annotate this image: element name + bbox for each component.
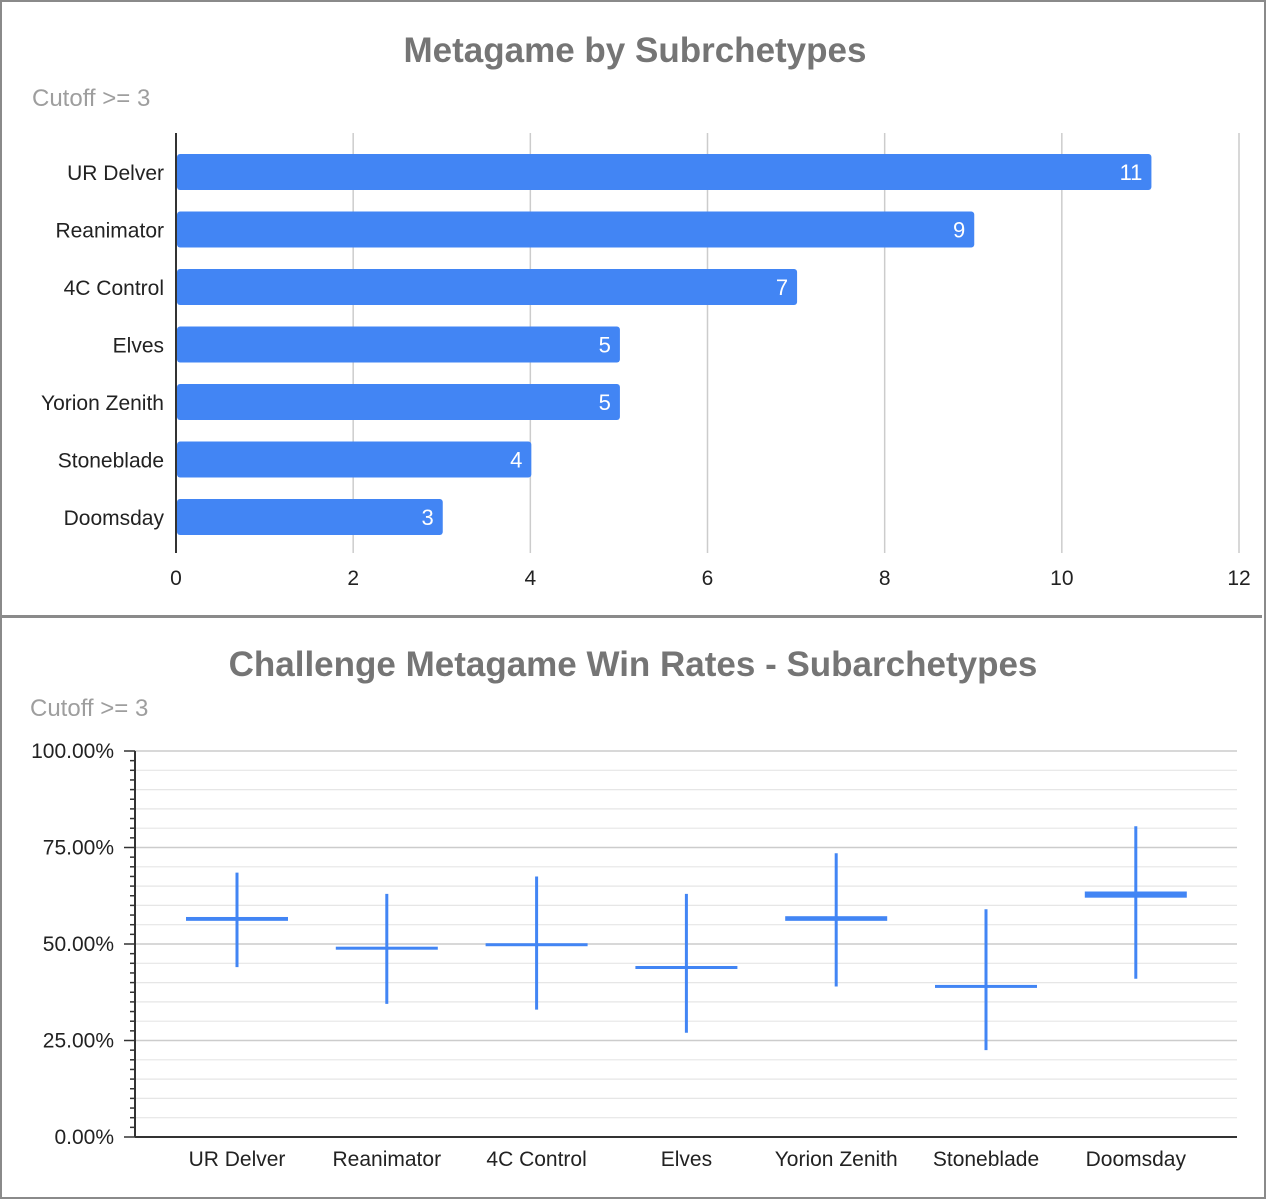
y-tick-label: 25.00% — [43, 1030, 114, 1053]
y-tick-label: 100.00% — [31, 740, 114, 763]
y-tick-label: 75.00% — [43, 837, 114, 860]
chart2-subtitle: Cutoff >= 3 — [30, 695, 148, 722]
x-tick-label: 8 — [879, 567, 891, 590]
candle-body — [635, 966, 738, 970]
x-tick-label: 0 — [170, 567, 182, 590]
y-tick-label: Yorion Zenith — [41, 392, 164, 415]
y-tick-label: 50.00% — [43, 933, 114, 956]
bar-data-label: 9 — [953, 218, 965, 243]
bar-data-label: 4 — [510, 448, 522, 473]
bar-data-label: 11 — [1120, 160, 1143, 185]
y-tick-label: Stoneblade — [58, 450, 164, 473]
chart-divider — [0, 615, 1262, 618]
candle-body — [186, 916, 288, 921]
bar-data-label: 5 — [599, 390, 611, 415]
y-tick-label: 0.00% — [54, 1126, 114, 1149]
x-tick-label: 10 — [1050, 567, 1073, 590]
candle-body — [1084, 891, 1187, 898]
bar-data-label: 7 — [776, 275, 788, 300]
y-tick-label: UR Delver — [67, 162, 164, 185]
bar-chart-plot: 0 2 4 6 8 10 12 UR Delver 11 Reanimator 9 4C Contro… — [41, 133, 1251, 590]
bar — [177, 384, 620, 420]
bar-data-label: 5 — [599, 333, 611, 358]
candle-body — [485, 943, 588, 947]
x-tick-label: Yorion Zenith — [775, 1148, 898, 1171]
bar-data-label: 3 — [422, 505, 434, 530]
candlestick-chart-plot: 0.00% 25.00% 50.00% 75.00% 100.00% UR Delver R… — [31, 740, 1237, 1171]
y-tick-label: Elves — [113, 335, 164, 358]
bar — [177, 154, 1152, 190]
chart1-subtitle: Cutoff >= 3 — [32, 85, 150, 112]
y-tick-label: 4C Control — [64, 277, 164, 300]
bar — [177, 441, 532, 478]
bar — [177, 499, 443, 535]
y-tick-label: Reanimator — [55, 220, 164, 243]
candle-body — [935, 984, 1037, 988]
chart1-title: Metagame by Subrchetypes — [404, 31, 867, 70]
x-tick-label: Elves — [661, 1148, 712, 1171]
x-tick-label: Doomsday — [1086, 1148, 1187, 1171]
x-tick-label: 4C Control — [486, 1148, 586, 1171]
candle-body — [785, 916, 888, 921]
bar — [177, 211, 975, 248]
x-tick-label: 12 — [1227, 567, 1250, 590]
x-tick-label: Stoneblade — [933, 1148, 1039, 1171]
x-tick-label: 6 — [702, 567, 714, 590]
bar — [177, 269, 798, 305]
chart2-title: Challenge Metagame Win Rates - Subarchet… — [229, 645, 1038, 684]
x-tick-label: UR Delver — [189, 1148, 286, 1171]
candle-body — [335, 946, 438, 950]
x-tick-label: 4 — [524, 567, 536, 590]
bar — [177, 326, 620, 363]
x-tick-label: Reanimator — [333, 1148, 442, 1171]
y-tick-label: Doomsday — [64, 507, 165, 530]
x-tick-label: 2 — [347, 567, 359, 590]
